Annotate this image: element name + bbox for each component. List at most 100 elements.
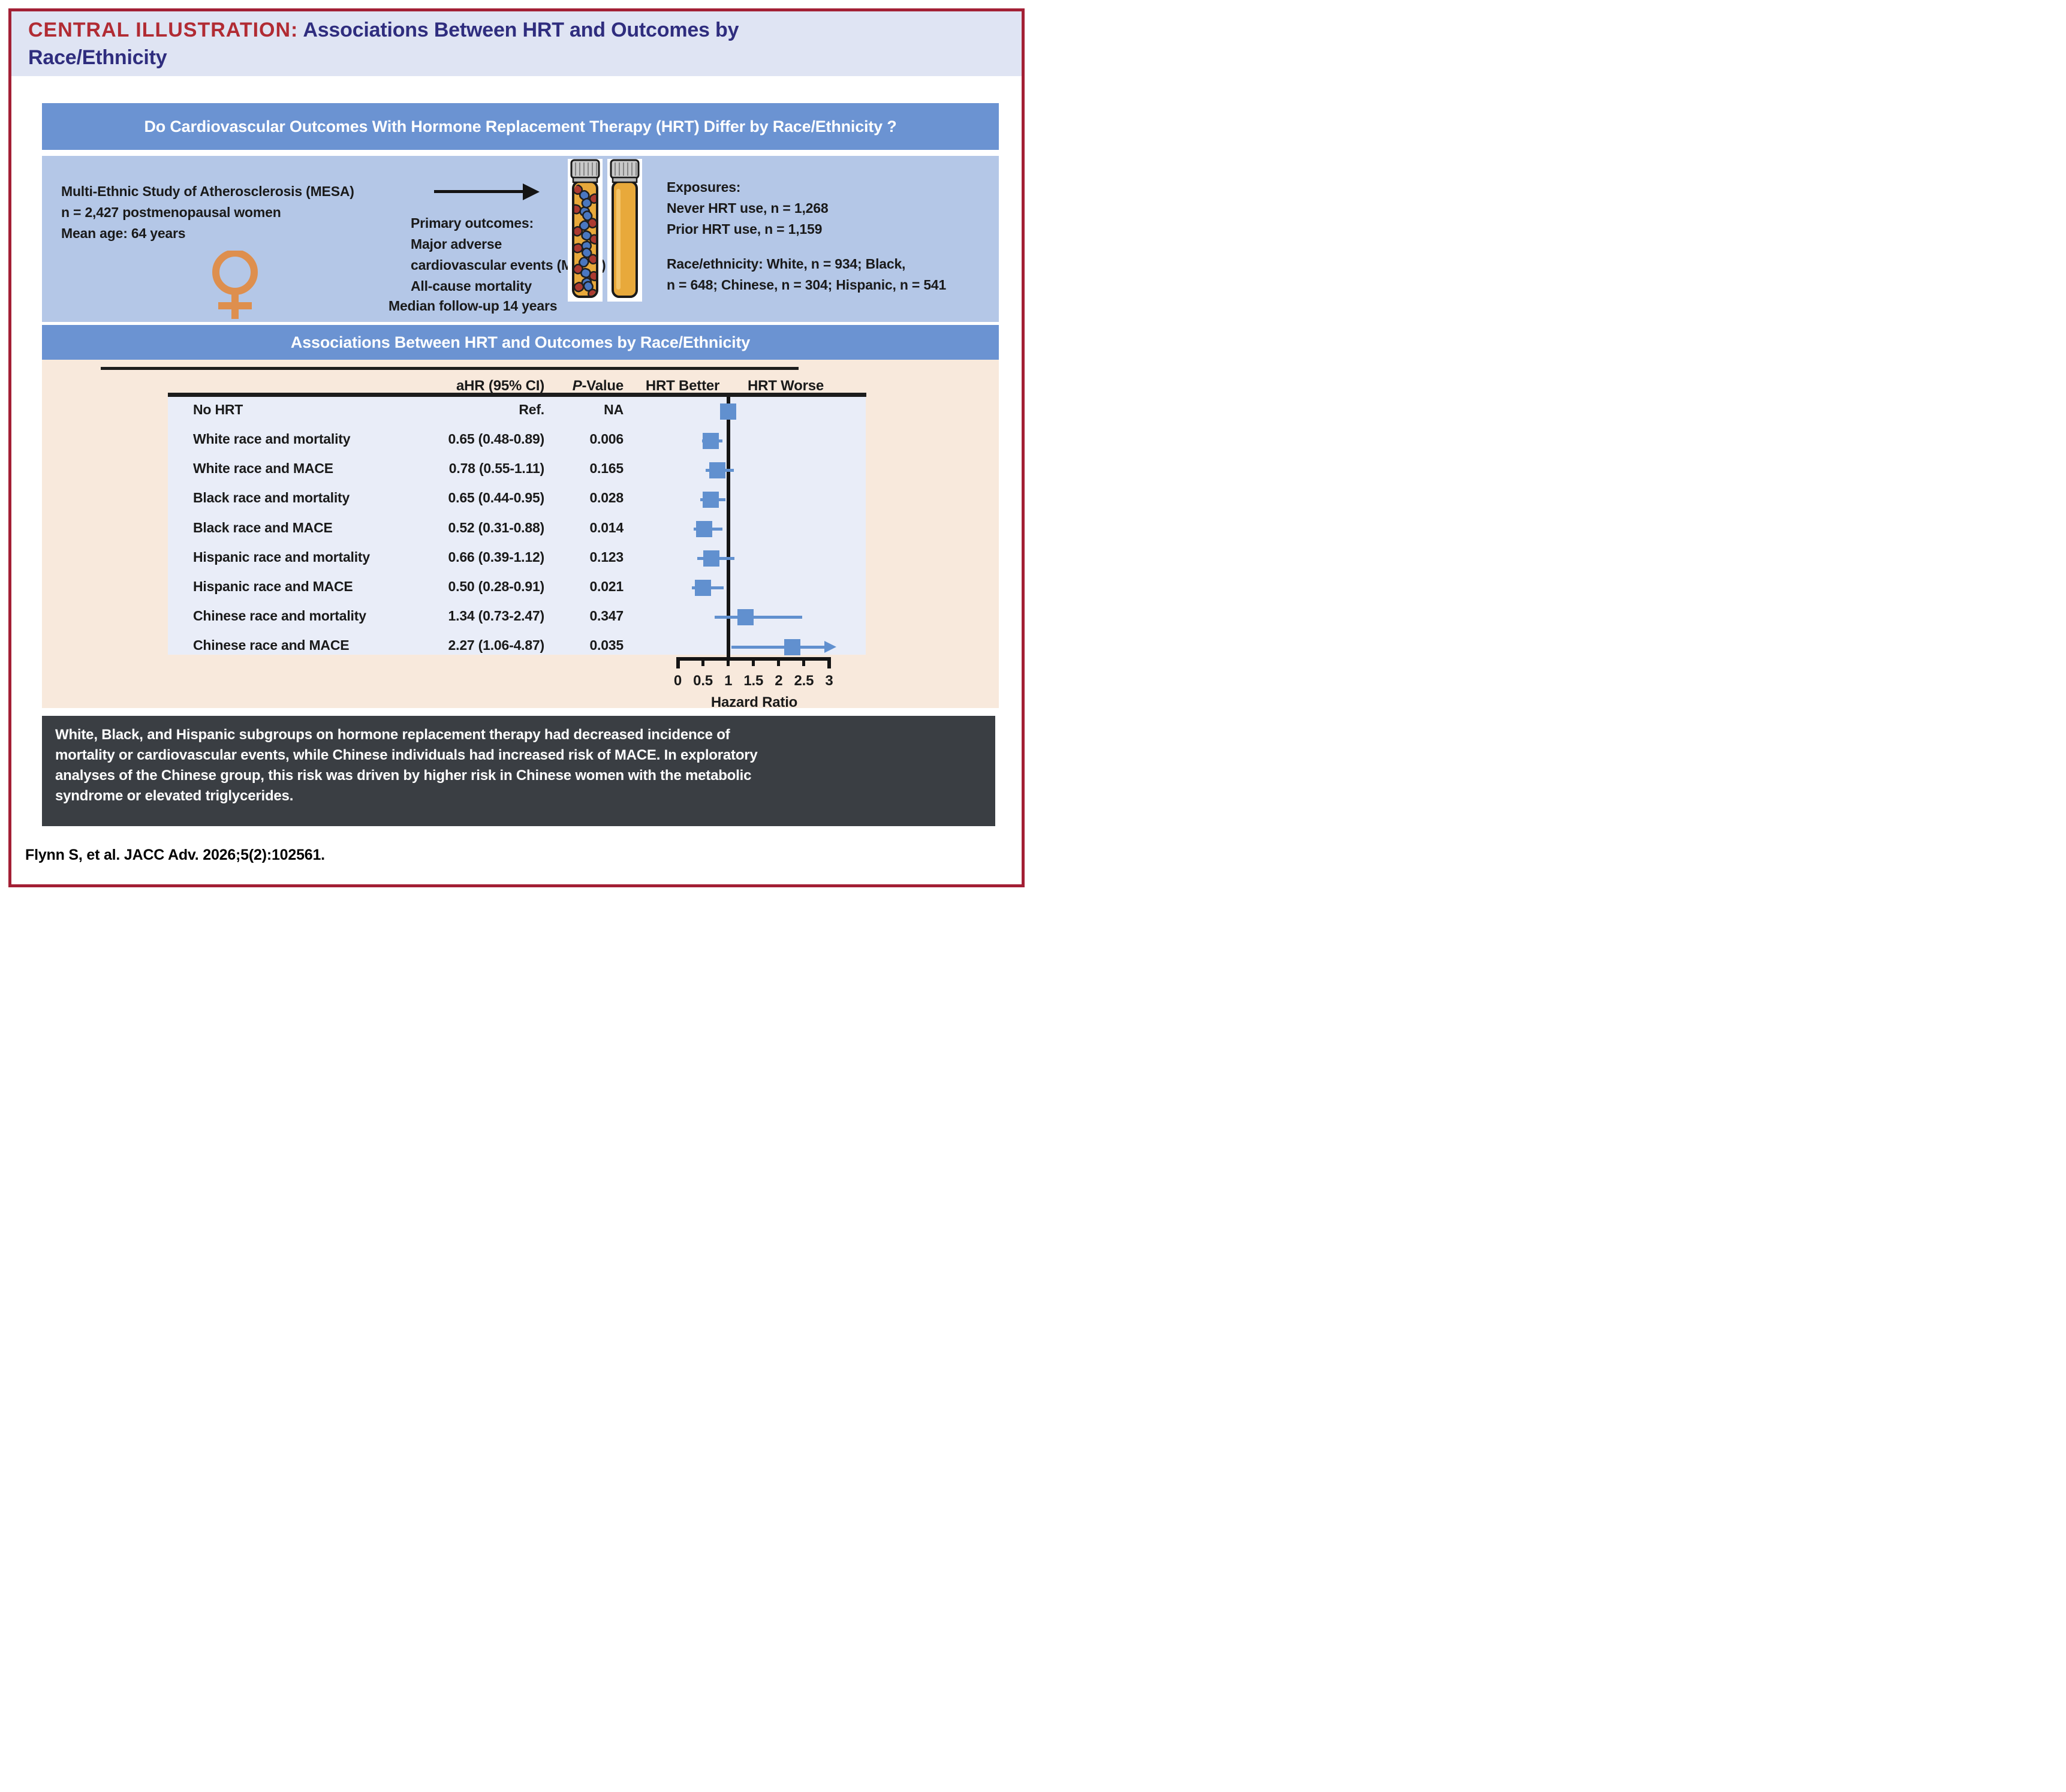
summary-line: analyses of the Chinese group, this risk… — [55, 767, 752, 784]
column-header-effect: aHR (95% CI) — [456, 378, 544, 394]
x-axis-tick — [727, 657, 730, 666]
forest-row-pvalue: 0.165 — [589, 460, 624, 477]
primary-outcomes-heading: Primary outcomes: — [411, 215, 534, 231]
forest-row-pvalue: 0.028 — [589, 490, 624, 506]
forest-row-ci: 0.52 (0.31-0.88) — [448, 519, 545, 535]
reference-line — [726, 397, 730, 661]
x-axis-tick — [777, 657, 781, 666]
forest-row-label: White race and mortality — [193, 431, 351, 447]
title-prefix: CENTRAL ILLUSTRATION: — [28, 19, 299, 41]
title-line2: Race/Ethnicity — [28, 46, 167, 69]
citation: Flynn S, et al. JACC Adv. 2026;5(2):1025… — [25, 847, 325, 863]
study-n: n = 2,427 postmenopausal women — [61, 204, 281, 220]
x-axis-tick-label: 3 — [825, 673, 833, 689]
summary-line: mortality or cardiovascular events, whil… — [55, 747, 758, 763]
forest-row-label: Black race and MACE — [193, 519, 333, 535]
column-header-hrt-better: HRT Better — [645, 378, 720, 394]
title-rest: Associations Between HRT and Outcomes by — [298, 19, 739, 41]
x-axis-tick — [827, 657, 832, 668]
exposures-block: Exposures: Never HRT use, n = 1,268 Prio… — [667, 177, 829, 240]
confidence-interval-line — [714, 616, 803, 619]
forest-row-ci: 1.34 (0.73-2.47) — [448, 607, 545, 624]
race-line1: Race/ethnicity: White, n = 934; Black, — [667, 254, 946, 275]
confidence-interval-line — [731, 645, 824, 649]
exposure-line: Never HRT use, n = 1,268 — [667, 200, 829, 216]
forest-row-pvalue: NA — [604, 402, 624, 417]
race-line1-rest: White, n = 934; Black, — [763, 256, 906, 272]
x-axis-tick — [802, 657, 806, 666]
forest-banner-text: Associations Between HRT and Outcomes by… — [290, 333, 751, 351]
x-axis-tick — [676, 657, 680, 668]
forest-row-pvalue: 0.123 — [589, 549, 624, 565]
x-axis-tick-label: 1 — [724, 673, 733, 689]
forest-row-label: White race and MACE — [193, 460, 333, 477]
forest-row-ci: Ref. — [519, 402, 544, 417]
summary-line: syndrome or elevated triglycerides. — [55, 788, 294, 804]
forest-row-label: Hispanic race and MACE — [193, 578, 353, 594]
flow-arrow-icon — [434, 190, 524, 193]
forest-row-label: Black race and mortality — [193, 490, 350, 506]
forest-row-pvalue: 0.347 — [589, 607, 624, 624]
forest-row-ci: 0.65 (0.48-0.89) — [448, 431, 545, 447]
outcome-line: Major adverse — [411, 236, 502, 252]
hazard-ratio-marker — [720, 403, 737, 420]
outcome-line: All-cause mortality — [411, 278, 532, 294]
hazard-ratio-marker — [703, 550, 719, 567]
summary-box: White, Black, and Hispanic subgroups on … — [42, 716, 995, 826]
table-mid-rule — [168, 393, 866, 397]
ci-arrow-icon — [824, 641, 836, 653]
forest-row-label: Chinese race and MACE — [193, 637, 350, 653]
forest-row-label: No HRT — [193, 402, 243, 417]
forest-banner: Associations Between HRT and Outcomes by… — [42, 325, 999, 360]
forest-row-label: Chinese race and mortality — [193, 607, 366, 624]
race-line2: n = 648; Chinese, n = 304; Hispanic, n =… — [667, 277, 947, 293]
table-top-rule — [101, 367, 799, 370]
flow-arrow-head-icon — [523, 183, 540, 200]
forest-row-pvalue: 0.014 — [589, 519, 624, 535]
page-title: CENTRAL ILLUSTRATION: Associations Betwe… — [28, 16, 739, 71]
study-name: Multi-Ethnic Study of Atherosclerosis (M… — [61, 183, 354, 199]
column-header-pvalue: P-Value — [558, 375, 624, 397]
forest-row-ci: 2.27 (1.06-4.87) — [448, 637, 545, 653]
hazard-ratio-marker — [709, 462, 725, 478]
exposure-line: Prior HRT use, n = 1,159 — [667, 221, 823, 237]
followup-text: Median follow-up 14 years — [388, 298, 558, 314]
x-axis-tick-label: 0 — [673, 673, 682, 689]
forest-row-ci: 0.66 (0.39-1.12) — [448, 549, 545, 565]
x-axis-tick-label: 2.5 — [794, 673, 814, 689]
hazard-ratio-marker — [695, 580, 712, 597]
race-heading: Race/ethnicity: — [667, 256, 763, 272]
x-axis-tick — [752, 657, 755, 666]
race-ethnicity-block: Race/ethnicity: White, n = 934; Black, n… — [667, 254, 946, 296]
x-axis-tick-label: 2 — [775, 673, 783, 689]
axis-title: Hazard Ratio — [710, 694, 798, 710]
forest-row-ci: 0.78 (0.55-1.11) — [448, 460, 544, 477]
hazard-ratio-marker — [702, 432, 719, 449]
exposures-heading: Exposures: — [667, 179, 741, 195]
pvalue-rest: -Value — [582, 378, 624, 394]
hazard-ratio-marker — [695, 521, 712, 537]
pill-bottles-icon — [568, 159, 642, 302]
study-age: Mean age: 64 years — [61, 225, 186, 241]
hazard-ratio-marker — [784, 639, 801, 655]
primary-outcomes-block: Primary outcomes: Major adverse cardiova… — [411, 213, 606, 297]
central-illustration-figure: CENTRAL ILLUSTRATION: Associations Betwe… — [0, 0, 1033, 896]
forest-row-pvalue: 0.006 — [589, 431, 624, 447]
forest-row-label: Hispanic race and mortality — [193, 549, 370, 565]
forest-row-pvalue: 0.035 — [589, 637, 624, 653]
study-info-panel: Multi-Ethnic Study of Atherosclerosis (M… — [42, 156, 999, 322]
forest-row-ci: 0.65 (0.44-0.95) — [448, 490, 545, 506]
forest-row-pvalue: 0.021 — [589, 578, 624, 594]
summary-line: White, Black, and Hispanic subgroups on … — [55, 727, 730, 743]
question-banner-text: Do Cardiovascular Outcomes With Hormone … — [144, 117, 897, 135]
column-header-hrt-worse: HRT Worse — [747, 378, 824, 394]
study-block: Multi-Ethnic Study of Atherosclerosis (M… — [61, 181, 354, 244]
title-band: CENTRAL ILLUSTRATION: Associations Betwe… — [11, 11, 1022, 76]
pvalue-p: P — [572, 378, 582, 394]
forest-plot-section: aHR (95% CI) P-Value HRT Better HRT Wors… — [42, 360, 999, 710]
hazard-ratio-marker — [737, 609, 754, 626]
forest-row-ci: 0.50 (0.28-0.91) — [448, 578, 545, 594]
x-axis-tick-label: 1.5 — [743, 673, 764, 689]
x-axis-tick-label: 0.5 — [693, 673, 713, 689]
hazard-ratio-marker — [702, 491, 719, 508]
